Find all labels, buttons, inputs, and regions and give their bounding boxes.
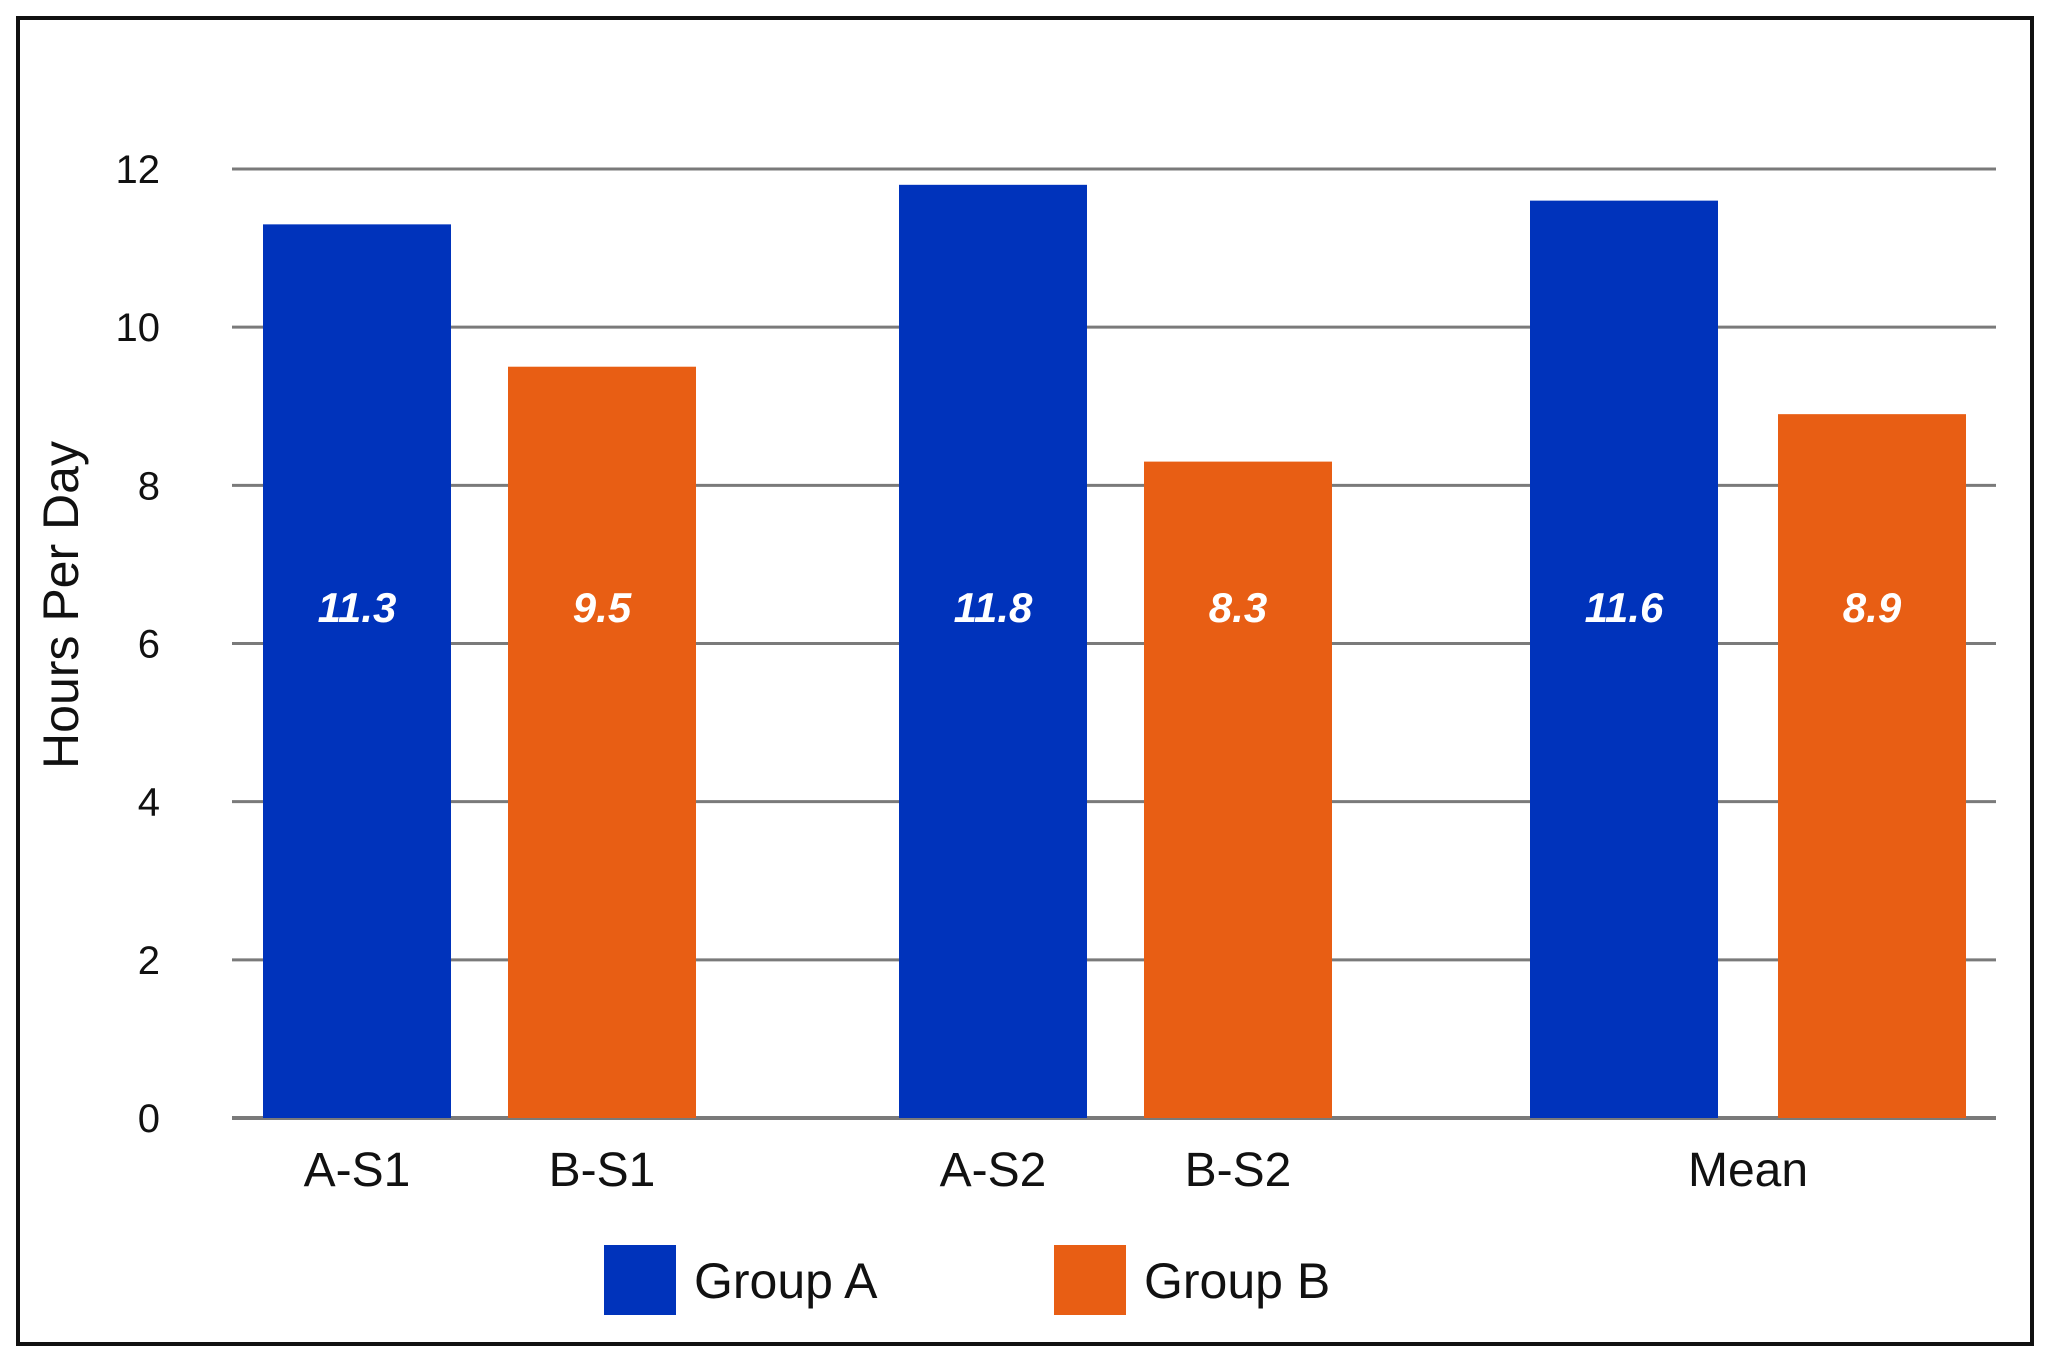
bar xyxy=(1530,200,1718,1119)
y-tick-label: 6 xyxy=(138,623,160,667)
x-axis-category-labels: A-S1 B-S1 A-S2 B-S2 Mean xyxy=(304,1144,1808,1197)
bars xyxy=(263,184,1966,1119)
y-tick-label: 12 xyxy=(116,148,161,192)
bar xyxy=(263,224,451,1118)
legend-label: Group B xyxy=(1144,1253,1330,1309)
x-category-label: A-S1 xyxy=(304,1144,411,1197)
legend-label: Group A xyxy=(694,1253,878,1309)
data-label: 8.9 xyxy=(1843,584,1902,631)
x-category-label: B-S2 xyxy=(1185,1144,1292,1197)
y-axis-title: Hours Per Day xyxy=(33,441,89,769)
data-label: 11.8 xyxy=(954,584,1033,631)
legend-swatch xyxy=(1054,1245,1126,1315)
x-category-label: B-S1 xyxy=(549,1144,656,1197)
data-label: 8.3 xyxy=(1209,584,1267,631)
x-category-label: A-S2 xyxy=(940,1144,1047,1197)
bar xyxy=(899,184,1087,1119)
y-tick-label: 0 xyxy=(138,1097,160,1141)
bar xyxy=(1778,414,1966,1118)
gridlines xyxy=(232,167,1996,1120)
y-tick-label: 8 xyxy=(138,464,160,508)
y-tick-label: 2 xyxy=(138,939,160,983)
legend: Group A Group B xyxy=(604,1245,1330,1315)
bar xyxy=(508,366,696,1118)
legend-swatch xyxy=(604,1245,676,1315)
y-axis-ticks: 0 2 4 6 8 10 12 xyxy=(116,148,161,1141)
data-label: 11.6 xyxy=(1585,584,1664,631)
x-category-label: Mean xyxy=(1688,1144,1808,1197)
data-label: 11.3 xyxy=(318,584,397,631)
y-tick-label: 10 xyxy=(116,306,161,350)
data-label: 9.5 xyxy=(573,584,632,631)
bar xyxy=(1144,461,1332,1118)
data-labels: 11.3 9.5 11.8 8.3 11.6 8.9 xyxy=(318,584,1902,631)
y-tick-label: 4 xyxy=(138,781,160,825)
